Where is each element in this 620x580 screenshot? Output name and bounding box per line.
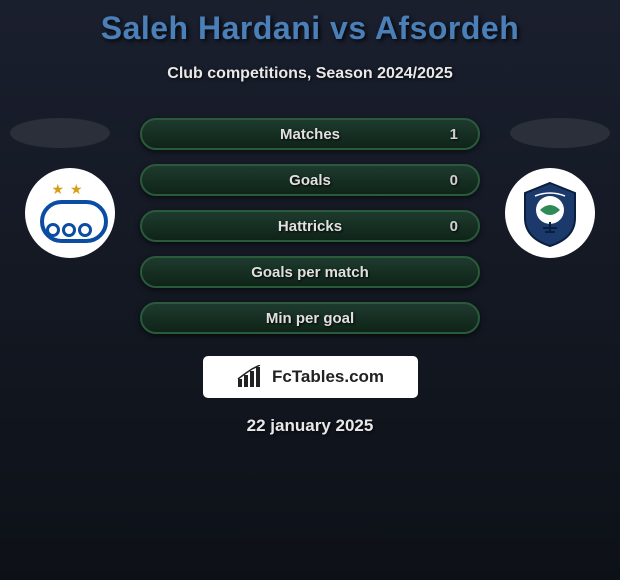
stat-label: Min per goal: [266, 310, 354, 327]
stat-label: Goals: [289, 172, 331, 189]
team-crest-left-icon: ★★: [40, 183, 100, 243]
team-badge-left: ★★: [25, 168, 115, 258]
brand-badge: FcTables.com: [203, 356, 418, 398]
page-title: Saleh Hardani vs Afsordeh: [0, 0, 620, 47]
stat-row: Goals 0: [140, 164, 480, 196]
stat-label: Matches: [280, 126, 340, 143]
decorative-ellipse-left: [10, 118, 110, 148]
bar-chart-icon: [236, 365, 266, 389]
stat-row: Min per goal: [140, 302, 480, 334]
stat-row: Matches 1: [140, 118, 480, 150]
stat-value: 0: [450, 218, 458, 235]
stat-row: Goals per match: [140, 256, 480, 288]
stat-value: 1: [450, 126, 458, 143]
content-area: ★★ Matches 1 Goals 0 Hattricks 0: [0, 118, 620, 436]
stat-value: 0: [450, 172, 458, 189]
brand-text: FcTables.com: [272, 367, 384, 387]
team-crest-right-icon: [515, 178, 585, 248]
star-icon: ★★: [40, 181, 100, 198]
stats-list: Matches 1 Goals 0 Hattricks 0 Goals per …: [140, 118, 480, 334]
page-subtitle: Club competitions, Season 2024/2025: [0, 65, 620, 83]
stat-row: Hattricks 0: [140, 210, 480, 242]
stat-label: Hattricks: [278, 218, 342, 235]
stat-label: Goals per match: [251, 264, 369, 281]
footer-date: 22 january 2025: [0, 416, 620, 436]
decorative-ellipse-right: [510, 118, 610, 148]
team-badge-right: [505, 168, 595, 258]
